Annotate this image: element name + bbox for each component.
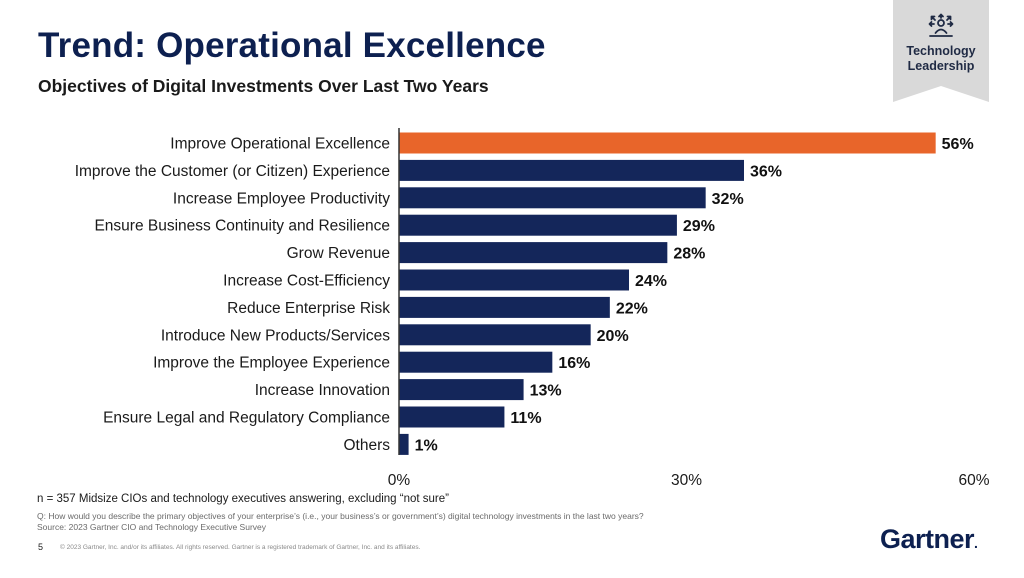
category-label-1: Improve the Customer (or Citizen) Experi… — [75, 163, 390, 180]
gartner-logo: Gartner. — [880, 524, 978, 555]
survey-question-note: Q: How would you describe the primary ob… — [37, 511, 644, 521]
bar-1 — [399, 159, 744, 181]
badge-background — [893, 0, 989, 102]
category-label-5: Increase Cost-Efficiency — [223, 273, 390, 290]
value-label-10: 11% — [510, 410, 541, 427]
value-label-0: 56% — [942, 136, 974, 153]
category-label-4: Grow Revenue — [287, 245, 390, 262]
bar-11 — [399, 433, 409, 455]
value-label-9: 13% — [530, 383, 562, 400]
sample-size-note: n = 357 Midsize CIOs and technology exec… — [37, 493, 449, 505]
x-tick-label-0: 0% — [388, 472, 411, 489]
bar-chart: Improve Operational Excellence 56% Improve… — [75, 128, 990, 489]
logo-text: Gartner — [880, 524, 975, 554]
value-label-1: 36% — [750, 163, 782, 180]
bar-6 — [399, 296, 610, 318]
category-label-8: Improve the Employee Experience — [153, 355, 390, 372]
bar-3 — [399, 214, 677, 236]
value-label-3: 29% — [683, 218, 715, 235]
value-label-2: 32% — [712, 191, 744, 208]
bar-5 — [399, 269, 629, 291]
bar-7 — [399, 324, 591, 346]
category-label-0: Improve Operational Excellence — [170, 136, 390, 153]
x-tick-label-2: 60% — [958, 472, 989, 489]
badge-label-line2: Leadership — [907, 59, 975, 73]
value-label-7: 20% — [597, 328, 629, 345]
source-note: Source: 2023 Gartner CIO and Technology … — [37, 522, 266, 532]
page-title: Trend: Operational Excellence — [38, 26, 546, 65]
category-label-3: Ensure Business Continuity and Resilienc… — [94, 218, 390, 235]
value-label-6: 22% — [616, 300, 648, 317]
bar-9 — [399, 379, 524, 401]
category-label-10: Ensure Legal and Regulatory Compliance — [103, 410, 390, 427]
category-label-9: Increase Innovation — [255, 382, 390, 399]
bar-2 — [399, 187, 706, 209]
logo-dot: . — [974, 535, 978, 551]
category-label-2: Increase Employee Productivity — [173, 190, 390, 207]
badge-label: Technology Leadership — [893, 44, 989, 74]
chart-subtitle: Objectives of Digital Investments Over L… — [38, 76, 489, 96]
x-tick-label-1: 30% — [671, 472, 702, 489]
bar-10 — [399, 406, 505, 428]
copyright-text: © 2023 Gartner, Inc. and/or its affiliat… — [60, 544, 421, 551]
bar-4 — [399, 242, 668, 264]
bar-0 — [399, 132, 936, 154]
category-label-6: Reduce Enterprise Risk — [227, 300, 390, 317]
people-network-icon — [928, 13, 954, 37]
value-label-11: 1% — [415, 437, 438, 454]
badge-label-line1: Technology — [906, 44, 976, 58]
page-number: 5 — [38, 542, 44, 552]
bar-8 — [399, 351, 553, 373]
value-label-4: 28% — [673, 246, 705, 263]
technology-leadership-badge: Technology Leadership — [893, 0, 989, 102]
value-label-5: 24% — [635, 273, 667, 290]
value-label-8: 16% — [558, 355, 590, 372]
category-label-11: Others — [343, 437, 390, 454]
category-label-7: Introduce New Products/Services — [161, 327, 390, 344]
